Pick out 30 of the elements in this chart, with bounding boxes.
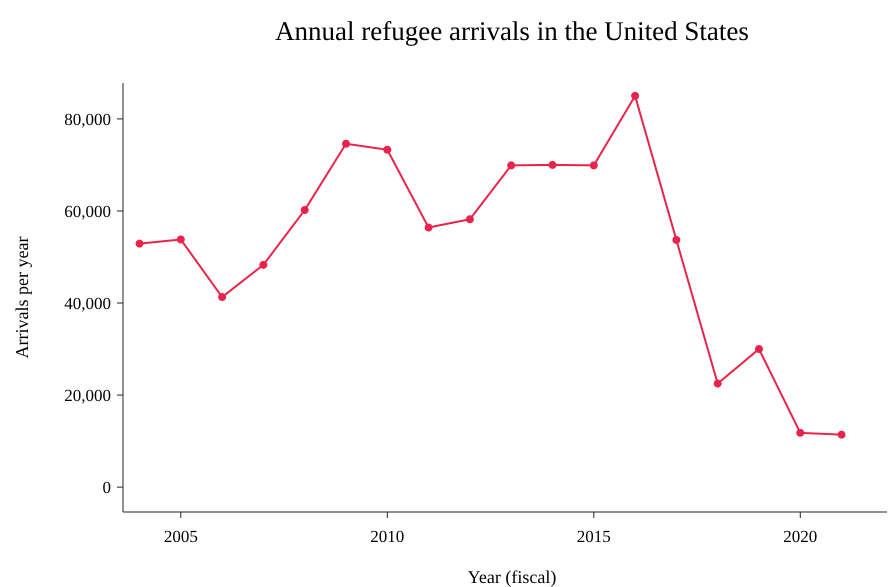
x-tick-label: 2015 (576, 527, 611, 546)
point (838, 430, 846, 439)
point (218, 293, 226, 302)
point (590, 161, 598, 170)
point (424, 224, 433, 232)
x-tick-label: 2020 (783, 527, 818, 546)
point (507, 161, 516, 170)
point (136, 240, 144, 248)
point (796, 428, 804, 437)
point (548, 160, 556, 169)
point (342, 140, 350, 148)
point (383, 146, 392, 154)
x-axis-title: Year (fiscal) (468, 567, 556, 587)
point (631, 92, 640, 100)
x-tick-label: 2005 (164, 527, 198, 546)
y-tick-label: 60,000 (64, 202, 111, 221)
y-tick-label: 80,000 (64, 110, 111, 129)
y-tick-label: 40,000 (64, 294, 111, 313)
point (259, 260, 268, 269)
point (754, 345, 763, 354)
point (176, 236, 185, 244)
point (466, 215, 474, 224)
point (714, 380, 722, 388)
x-tick-label: 2010 (370, 527, 404, 546)
y-axis-title: Arrivals per year (12, 236, 32, 358)
y-tick-label: 20,000 (64, 386, 111, 406)
y-tick-label: 0 (102, 478, 111, 498)
point (672, 236, 680, 244)
chart-title: Annual refugee arrivals in the United States (275, 16, 749, 46)
point (300, 206, 309, 214)
